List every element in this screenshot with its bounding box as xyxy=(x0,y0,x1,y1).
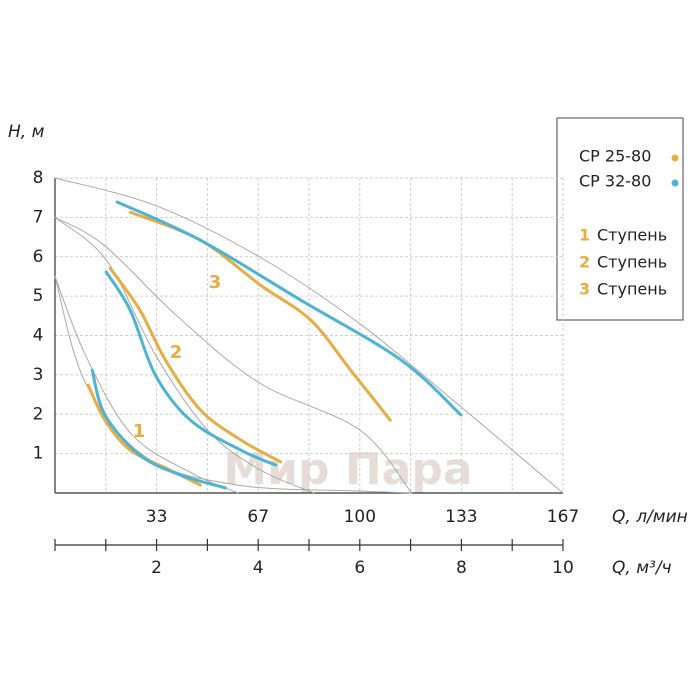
reference-curve xyxy=(54,216,315,494)
legend-label: CP 32-80 xyxy=(579,172,651,191)
pump-curve xyxy=(90,368,227,490)
x-tick-label: 100 xyxy=(344,507,376,527)
pump-curve xyxy=(104,270,278,467)
legend-step-number: 3 xyxy=(579,280,590,299)
legend-marker xyxy=(671,154,679,162)
reference-curve xyxy=(54,177,564,494)
step-label: 3 xyxy=(209,272,222,293)
legend-box xyxy=(556,117,684,321)
legend-step-number: 1 xyxy=(579,226,590,245)
y-tick-label: 3 xyxy=(33,365,44,385)
x2-tick-label: 6 xyxy=(354,558,365,578)
x-tick-label: 33 xyxy=(146,507,168,527)
x-axis-label: Q, л/мин xyxy=(612,507,688,527)
step-label: 2 xyxy=(170,342,183,363)
x2-tick-label: 8 xyxy=(456,558,467,578)
legend-step-label: Ступень xyxy=(597,253,667,272)
pump-curve xyxy=(108,266,283,464)
y-axis-label: H, м xyxy=(8,122,45,142)
legend-label: CP 25-80 xyxy=(579,147,651,166)
pump-curve xyxy=(128,210,392,422)
x-tick-label: 133 xyxy=(445,507,477,527)
x2-axis-label: Q, м³/ч xyxy=(612,558,672,578)
legend-step-label: Ступень xyxy=(597,226,667,245)
x-tick-label: 67 xyxy=(247,507,269,527)
y-tick-label: 4 xyxy=(33,326,44,346)
legend-step-label: Ступень xyxy=(597,280,667,299)
legend-marker xyxy=(671,179,679,187)
x2-tick-label: 2 xyxy=(151,558,162,578)
y-tick-label: 6 xyxy=(33,247,44,267)
y-tick-label: 1 xyxy=(33,444,44,464)
reference-curve xyxy=(54,216,413,494)
x2-tick-label: 4 xyxy=(253,558,264,578)
pump-curve xyxy=(115,200,463,417)
x-tick-label: 167 xyxy=(547,507,579,527)
legend-step-number: 2 xyxy=(579,253,590,272)
step-label: 1 xyxy=(133,421,146,442)
y-tick-label: 8 xyxy=(33,168,44,188)
y-tick-label: 5 xyxy=(33,286,44,306)
y-tick-label: 2 xyxy=(33,404,44,424)
y-tick-label: 7 xyxy=(33,207,44,227)
x2-tick-label: 10 xyxy=(552,558,574,578)
reference-curve xyxy=(54,275,413,494)
